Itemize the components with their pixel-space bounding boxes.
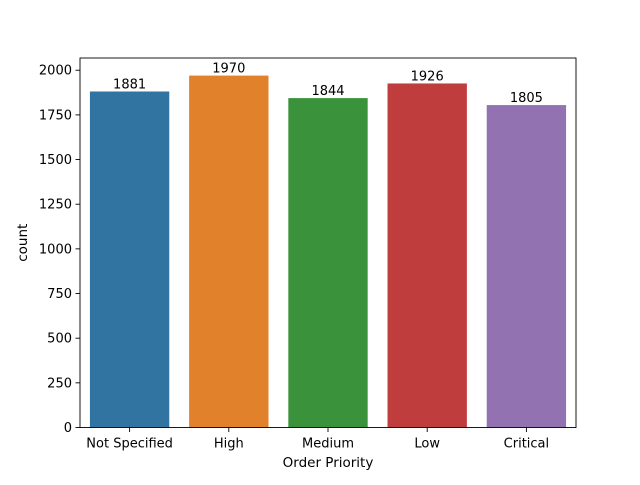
plot-frame	[79, 57, 577, 428]
bar-low	[387, 83, 467, 428]
bar-value-label: 1970	[212, 62, 245, 77]
bar-not-specified	[89, 91, 170, 428]
y-tick-label: 500	[47, 332, 72, 347]
y-tick-label: 1500	[39, 153, 72, 168]
bars-layer	[89, 75, 567, 428]
y-tick-label: 1000	[39, 242, 72, 257]
bar-value-label: 1881	[113, 77, 146, 92]
x-axis-title: Order Priority	[283, 455, 374, 471]
y-tick-label: 1750	[39, 108, 72, 123]
x-tick-label: Critical	[504, 437, 549, 452]
y-tick-label: 2000	[39, 64, 72, 79]
y-tick-label: 1250	[39, 198, 72, 213]
y-axis-title: count	[15, 224, 31, 262]
x-tick-label: Medium	[302, 437, 354, 452]
bar-medium	[288, 98, 368, 428]
x-tick-label: High	[214, 437, 244, 452]
bar-labels-layer: 1881 1970 1844 1926 1805	[113, 62, 543, 106]
bar-value-label: 1805	[510, 91, 543, 106]
y-tick-label: 250	[47, 376, 72, 391]
bar-value-label: 1926	[411, 69, 444, 84]
bar-value-label: 1844	[311, 84, 344, 99]
x-tick-label: Not Specified	[86, 437, 173, 452]
y-tick-label: 750	[47, 287, 72, 302]
bar-critical	[486, 105, 567, 428]
y-tick-label: 0	[64, 421, 72, 436]
y-axis: 0 250 500 750 1000 1250 1500 1750 2000	[39, 64, 80, 436]
bar-high	[189, 75, 269, 428]
x-tick-label: Low	[414, 437, 440, 452]
x-axis: Not Specified High Medium Low Critical	[86, 427, 549, 452]
